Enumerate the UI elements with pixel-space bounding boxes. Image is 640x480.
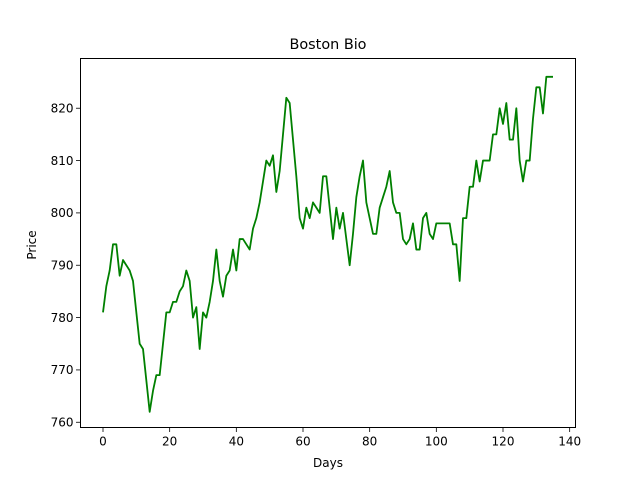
x-tick-label: 20 (162, 435, 177, 449)
x-tick-label: 80 (362, 435, 377, 449)
price-series-line (102, 75, 553, 413)
x-tick-label: 140 (558, 435, 581, 449)
x-tick-label: 100 (425, 435, 448, 449)
x-tick-label: 0 (99, 435, 107, 449)
y-axis-label: Price (25, 230, 39, 259)
y-tick-label: 760 (51, 416, 74, 430)
y-tick-label: 780 (51, 311, 74, 325)
y-tick-label: 790 (51, 259, 74, 273)
y-tick-label: 810 (51, 154, 74, 168)
y-tick-label: 800 (51, 206, 74, 220)
x-tick-label: 60 (295, 435, 310, 449)
x-axis-label: Days (313, 456, 343, 470)
x-axis: 0 20 40 60 80 100 120 140 (99, 427, 581, 449)
y-tick-label: 820 (51, 102, 74, 116)
y-tick-label: 770 (51, 363, 74, 377)
plot-area (102, 75, 553, 413)
y-axis: 760 770 780 790 800 810 820 (51, 102, 81, 430)
chart-title: Boston Bio (290, 37, 367, 53)
x-tick-label: 40 (229, 435, 244, 449)
plot-frame (80, 58, 576, 428)
x-tick-label: 120 (492, 435, 515, 449)
